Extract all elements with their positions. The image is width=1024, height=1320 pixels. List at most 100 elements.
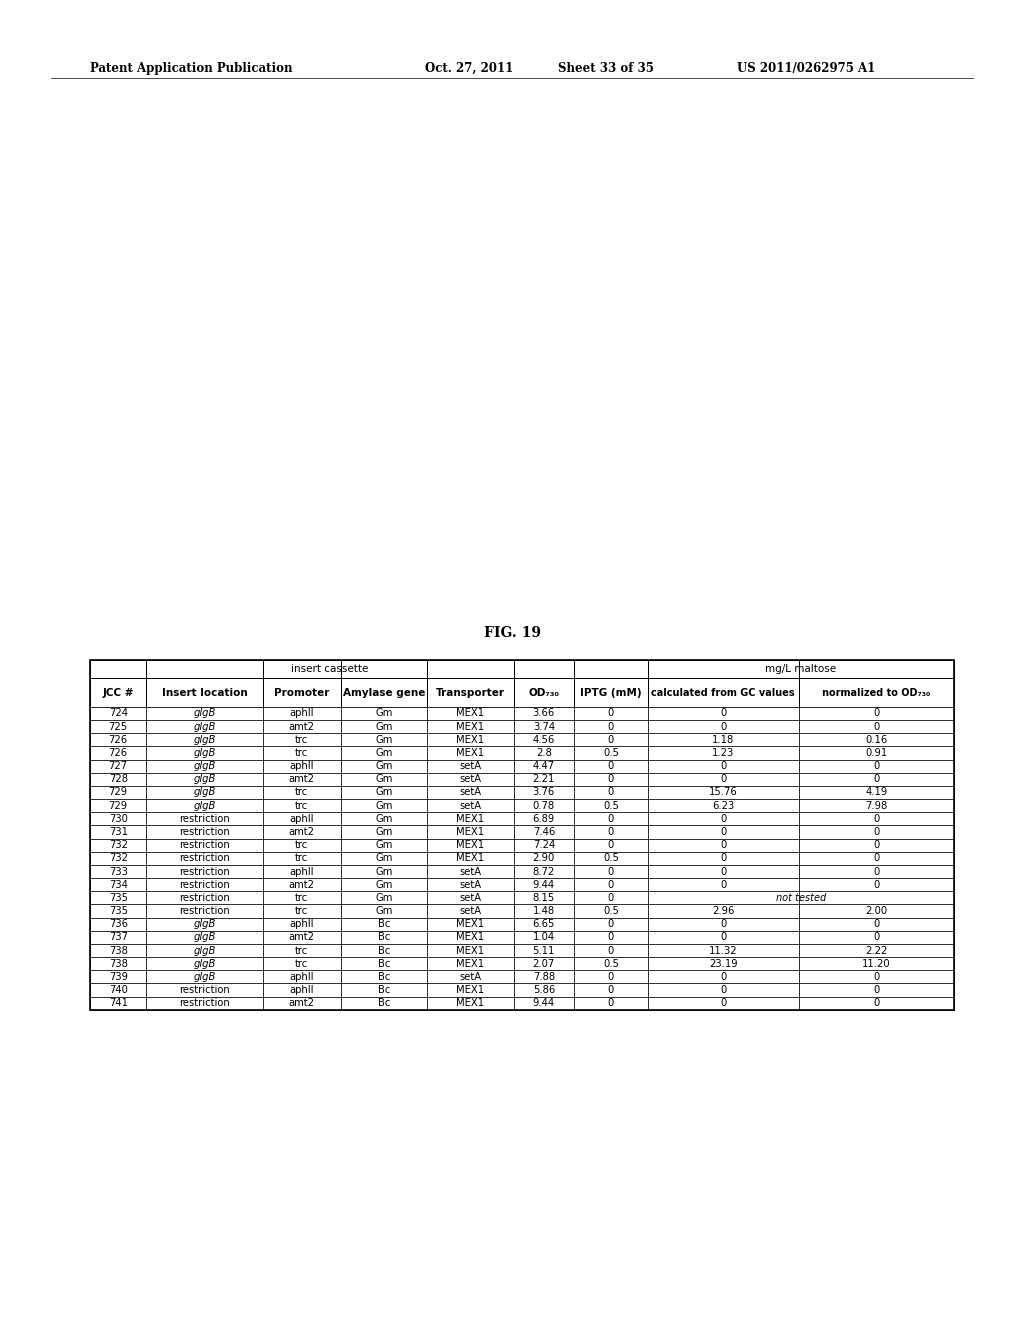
Text: glgB: glgB (194, 788, 216, 797)
Bar (647, 812, 799, 825)
Text: Bc: Bc (378, 985, 390, 995)
Bar (263, 759, 341, 772)
Text: 0: 0 (873, 853, 880, 863)
Bar (146, 997, 263, 1010)
Bar (146, 799, 263, 812)
Text: trc: trc (295, 906, 308, 916)
Bar (514, 825, 574, 838)
Bar (647, 891, 799, 904)
Text: MEX1: MEX1 (457, 828, 484, 837)
Text: 4.47: 4.47 (532, 762, 555, 771)
Bar (574, 772, 647, 785)
Bar (574, 785, 647, 799)
Text: 7.24: 7.24 (532, 840, 555, 850)
Text: trc: trc (295, 945, 308, 956)
Text: mg/L maltose: mg/L maltose (765, 664, 837, 675)
Bar (427, 983, 514, 997)
Bar (799, 865, 954, 878)
Bar (427, 772, 514, 785)
Bar (574, 878, 647, 891)
Text: aphII: aphII (290, 919, 314, 929)
Bar (427, 931, 514, 944)
Text: MEX1: MEX1 (457, 748, 484, 758)
Bar (146, 983, 263, 997)
Bar (341, 917, 427, 931)
Text: Gm: Gm (375, 775, 392, 784)
Bar (90, 660, 954, 1010)
Bar (341, 825, 427, 838)
Text: setA: setA (460, 892, 481, 903)
Bar (341, 838, 427, 851)
Text: MEX1: MEX1 (457, 735, 484, 744)
Text: 0.5: 0.5 (603, 958, 618, 969)
Bar (341, 970, 427, 983)
Bar (341, 660, 427, 678)
Text: Gm: Gm (375, 788, 392, 797)
Bar (90, 746, 146, 759)
Bar (341, 997, 427, 1010)
Bar (514, 904, 574, 917)
Bar (90, 708, 146, 719)
Text: aphII: aphII (290, 709, 314, 718)
Bar (574, 660, 647, 678)
Text: 0: 0 (720, 814, 726, 824)
Bar (514, 997, 574, 1010)
Text: Gm: Gm (375, 801, 392, 810)
Bar (341, 851, 427, 865)
Text: restriction: restriction (179, 879, 230, 890)
Bar (799, 799, 954, 812)
Bar (427, 660, 514, 678)
Text: amt2: amt2 (289, 828, 314, 837)
Bar (90, 799, 146, 812)
Bar (647, 719, 799, 733)
Text: 0: 0 (873, 879, 880, 890)
Bar (263, 983, 341, 997)
Text: 0: 0 (873, 722, 880, 731)
Bar (146, 785, 263, 799)
Text: 0: 0 (607, 828, 614, 837)
Text: 11.32: 11.32 (709, 945, 737, 956)
Text: aphII: aphII (290, 814, 314, 824)
Text: 2.00: 2.00 (865, 906, 888, 916)
Bar (514, 660, 574, 678)
Bar (427, 878, 514, 891)
Bar (90, 891, 146, 904)
Bar (146, 878, 263, 891)
Bar (90, 931, 146, 944)
Bar (146, 865, 263, 878)
Bar (647, 865, 799, 878)
Text: glgB: glgB (194, 722, 216, 731)
Bar (427, 785, 514, 799)
Bar (263, 891, 341, 904)
Text: 727: 727 (109, 762, 128, 771)
Text: 0.5: 0.5 (603, 853, 618, 863)
Text: 0: 0 (607, 762, 614, 771)
Text: 4.56: 4.56 (532, 735, 555, 744)
Bar (574, 825, 647, 838)
Bar (799, 944, 954, 957)
Text: glgB: glgB (194, 709, 216, 718)
Bar (90, 719, 146, 733)
Bar (263, 957, 341, 970)
Bar (514, 931, 574, 944)
Bar (799, 759, 954, 772)
Text: 732: 732 (109, 840, 128, 850)
Bar (427, 865, 514, 878)
Text: 0: 0 (607, 722, 614, 731)
Text: Bc: Bc (378, 932, 390, 942)
Text: 730: 730 (109, 814, 128, 824)
Bar (574, 759, 647, 772)
Bar (799, 746, 954, 759)
Text: amt2: amt2 (289, 879, 314, 890)
Text: 741: 741 (109, 998, 128, 1008)
Bar (799, 772, 954, 785)
Bar (90, 733, 146, 746)
Text: 7.98: 7.98 (865, 801, 888, 810)
Bar (263, 851, 341, 865)
Text: glgB: glgB (194, 972, 216, 982)
Text: setA: setA (460, 866, 481, 876)
Text: setA: setA (460, 879, 481, 890)
Text: 732: 732 (109, 853, 128, 863)
Text: 0.5: 0.5 (603, 801, 618, 810)
Bar (263, 812, 341, 825)
